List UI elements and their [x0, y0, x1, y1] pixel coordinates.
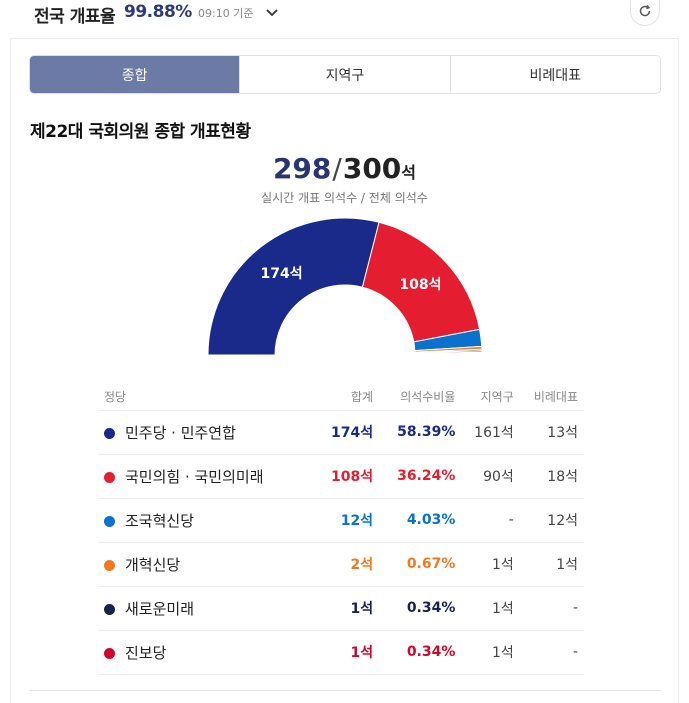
refresh-button[interactable]: [630, 0, 660, 26]
party-name: 진보당: [125, 643, 167, 662]
party-name: 민주당 · 민주연합: [125, 423, 236, 442]
table-row: 진보당 1석 0.34% 1석 -: [98, 630, 584, 675]
party-results-table: 정당 합계 의석수비율 지역구 비례대표 민주당 · 민주연합 174석 58.39…: [98, 383, 584, 675]
chevron-down-icon[interactable]: [264, 4, 280, 20]
party-proportional: -: [519, 586, 584, 631]
party-seats: 2석: [317, 542, 380, 587]
party-proportional: 13석: [519, 410, 584, 455]
party-ratio-value: 36.24%: [397, 468, 456, 484]
party-district: -: [461, 498, 520, 543]
party-color-dot: [104, 471, 115, 483]
party-ratio-value: 0.34%: [406, 600, 456, 616]
party-color-dot: [104, 603, 115, 615]
tab-proportional[interactable]: 비례대표: [450, 56, 660, 93]
party-seats: 1석: [317, 586, 380, 631]
result-tabs: 종합 지역구 비례대표: [29, 55, 661, 94]
party-ratio-value: 4.03%: [406, 512, 456, 528]
table-header-row: 정당 합계 의석수비율 지역구 비례대표: [98, 383, 584, 411]
seat-hemicycle-chart: 174석 108석: [207, 217, 483, 356]
party-proportional: 18석: [519, 454, 584, 499]
divider: [29, 690, 661, 691]
party-color-dot: [104, 427, 115, 439]
tab-overall[interactable]: 종합: [30, 56, 241, 93]
party-name-cell: 국민의힘 · 국민의미래: [98, 454, 318, 499]
seat-unit: 석: [401, 163, 417, 182]
party-district: 161석: [461, 410, 520, 455]
party-proportional: 12석: [519, 498, 584, 543]
party-district: 1석: [461, 630, 520, 675]
party-district: 1석: [461, 542, 520, 587]
party-seats: 174석: [317, 410, 380, 455]
party-seats-value: 12석: [340, 513, 374, 529]
party-name: 국민의힘 · 국민의미래: [125, 467, 264, 486]
segment-label: 174석: [261, 266, 303, 282]
party-name-cell: 개혁신당: [98, 542, 318, 587]
party-color-dot: [104, 515, 115, 527]
party-seats-value: 108석: [330, 469, 374, 485]
count-rate-value: 99.88%: [124, 2, 192, 22]
party-district: 1석: [461, 586, 520, 631]
tab-district[interactable]: 지역구: [240, 56, 451, 93]
party-ratio-value: 0.67%: [406, 556, 456, 572]
party-color-dot: [104, 647, 115, 659]
table-row: 새로운미래 1석 0.34% 1석 -: [98, 586, 584, 631]
party-seats: 12석: [317, 498, 380, 543]
counted-seats: 298: [272, 152, 332, 185]
segment-label: 108석: [399, 277, 441, 293]
table-row: 국민의힘 · 국민의미래 108석 36.24% 90석 18석: [98, 454, 584, 499]
party-name-cell: 새로운미래: [98, 586, 318, 631]
party-ratio-value: 0.34%: [406, 644, 456, 660]
party-seats-value: 2석: [350, 557, 374, 573]
party-name: 새로운미래: [125, 599, 195, 618]
col-district: 지역구: [461, 383, 520, 411]
seat-counter: 298/300석: [0, 152, 689, 185]
party-ratio: 0.67%: [379, 542, 462, 587]
party-district: 90석: [461, 454, 520, 499]
party-name-cell: 민주당 · 민주연합: [98, 410, 318, 455]
hemicycle-segment-1: [207, 217, 380, 356]
party-seats-value: 174석: [330, 425, 374, 441]
top-bar: 전국 개표율 99.88% 09:10 기준: [0, 0, 689, 40]
party-name: 개혁신당: [125, 555, 181, 574]
refresh-icon: [638, 3, 652, 22]
party-name: 조국혁신당: [125, 511, 195, 530]
party-ratio: 0.34%: [379, 630, 462, 675]
col-proportional: 비례대표: [519, 383, 584, 411]
party-proportional: 1석: [519, 542, 584, 587]
total-seats: 300: [342, 152, 402, 185]
party-seats: 108석: [317, 454, 380, 499]
party-name-cell: 조국혁신당: [98, 498, 318, 543]
table-row: 민주당 · 민주연합 174석 58.39% 161석 13석: [98, 410, 584, 455]
party-seats: 1석: [317, 630, 380, 675]
col-ratio: 의석수비율: [379, 383, 462, 411]
counter-separator: /: [332, 152, 342, 185]
party-color-dot: [104, 559, 115, 571]
table-row: 개혁신당 2석 0.67% 1석 1석: [98, 542, 584, 587]
party-ratio: 36.24%: [379, 454, 462, 499]
party-ratio: 4.03%: [379, 498, 462, 543]
page-title: 제22대 국회의원 종합 개표현황: [30, 122, 251, 142]
col-party: 정당: [98, 383, 318, 411]
results-panel: [10, 38, 679, 703]
count-rate-title: 전국 개표율: [34, 7, 116, 27]
party-seats-value: 1석: [350, 601, 374, 617]
party-ratio-value: 58.39%: [397, 424, 456, 440]
counter-caption: 실시간 개표 의석수 / 전체 의석수: [261, 191, 428, 205]
party-seats-value: 1석: [350, 645, 374, 661]
count-time: 09:10 기준: [198, 7, 254, 20]
party-ratio: 58.39%: [379, 410, 462, 455]
party-name-cell: 진보당: [98, 630, 318, 675]
col-total: 합계: [317, 383, 380, 411]
table-row: 조국혁신당 12석 4.03% -12석: [98, 498, 584, 543]
party-proportional: -: [519, 630, 584, 675]
hemicycle-segment-6: [414, 350, 483, 355]
party-ratio: 0.34%: [379, 586, 462, 631]
